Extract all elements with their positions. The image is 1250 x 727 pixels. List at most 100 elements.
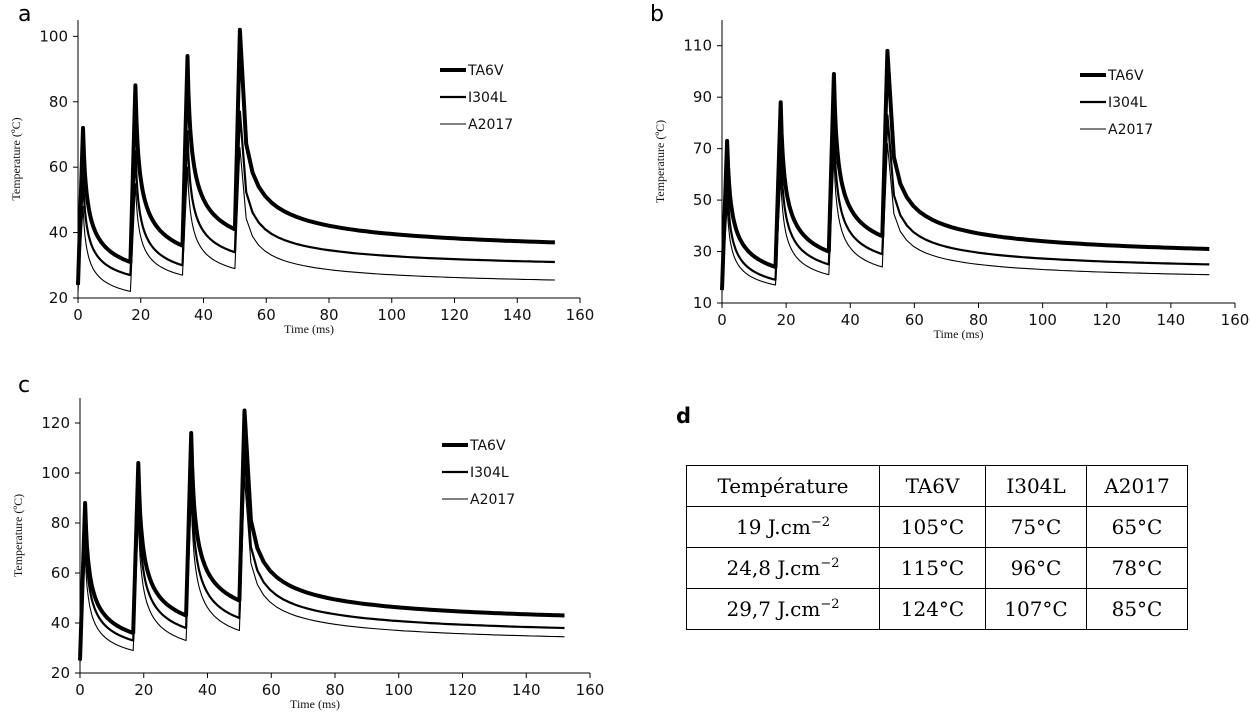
fluence-cell: 19 J.cm−2 bbox=[686, 506, 880, 548]
chart-a-svg: 0 20 40 60 80 100 120 140 160 20 40 60 80 100 Time (ms… bbox=[9, 20, 595, 336]
x-tick-label: 120 bbox=[448, 681, 477, 699]
y-tick-label: 90 bbox=[693, 88, 712, 106]
y-tick-label: 20 bbox=[51, 664, 70, 682]
table-cell: 85°C bbox=[1086, 588, 1188, 630]
chart-c-svg: 0 20 40 60 80 100 120 140 160 20 40 60 80 100 120 Time … bbox=[11, 398, 605, 711]
y-tick-label: 60 bbox=[51, 564, 70, 582]
series-line-a2017 bbox=[721, 142, 1210, 293]
x-tick-label: 40 bbox=[841, 311, 860, 329]
legend-label: I304L bbox=[1108, 95, 1147, 111]
x-tick-label: 60 bbox=[262, 681, 281, 699]
x-tick-label: 40 bbox=[198, 681, 217, 699]
panel-label-b: b bbox=[650, 2, 664, 27]
y-tick-label: 120 bbox=[41, 414, 70, 432]
x-axis-label: Time (ms) bbox=[934, 327, 984, 341]
fluence-exponent: −2 bbox=[810, 515, 830, 530]
x-tick-label: 140 bbox=[1157, 311, 1186, 329]
x-tick-label: 140 bbox=[512, 681, 541, 699]
fluence-value: 19 J.cm bbox=[736, 515, 811, 539]
series-line-i304l bbox=[720, 114, 1210, 291]
fluence-exponent: −2 bbox=[820, 597, 840, 612]
chart-panel-c: c 0 20 40 60 80 100 120 140 160 20 40 60 80 100 120 Tim… bbox=[0, 365, 620, 727]
table-row: 24,8 J.cm−2 115°C 96°C 78°C bbox=[686, 547, 1188, 589]
legend-label: TA6V bbox=[469, 438, 506, 454]
fluence-exponent: −2 bbox=[820, 556, 840, 571]
x-tick-label: 160 bbox=[576, 681, 605, 699]
table-cell: 115°C bbox=[879, 547, 986, 589]
table-row: 29,7 J.cm−2 124°C 107°C 85°C bbox=[686, 588, 1188, 630]
x-tick-label: 160 bbox=[1221, 311, 1250, 329]
legend-label: A2017 bbox=[1108, 122, 1153, 138]
legend-label: I304L bbox=[468, 90, 507, 106]
table-cell: 124°C bbox=[879, 588, 986, 630]
series-line-i304l bbox=[76, 110, 555, 285]
table-header-cell: A2017 bbox=[1086, 465, 1188, 507]
table-header-cell: I304L bbox=[985, 465, 1087, 507]
legend-label: TA6V bbox=[1107, 68, 1144, 84]
legend-label: TA6V bbox=[467, 63, 504, 79]
table-header-cell: TA6V bbox=[879, 465, 986, 507]
x-tick-label: 160 bbox=[566, 306, 595, 324]
legend-label: I304L bbox=[470, 465, 509, 481]
y-tick-label: 50 bbox=[693, 191, 712, 209]
x-tick-label: 20 bbox=[131, 306, 150, 324]
x-tick-label: 80 bbox=[969, 311, 988, 329]
panel-label-c: c bbox=[18, 373, 31, 398]
table-header-row: Température TA6V I304L A2017 bbox=[686, 465, 1188, 507]
x-axis-label: Time (ms) bbox=[284, 322, 334, 336]
chart-panel-b: b 0 20 40 60 80 100 120 140 160 10 30 50 70 90 110 Time… bbox=[640, 0, 1250, 360]
table-row: 19 J.cm−2 105°C 75°C 65°C bbox=[686, 506, 1188, 548]
legend-label: A2017 bbox=[468, 117, 513, 133]
table-cell: 78°C bbox=[1086, 547, 1188, 589]
y-tick-label: 110 bbox=[683, 37, 712, 55]
y-tick-label: 80 bbox=[49, 93, 68, 111]
y-tick-label: 100 bbox=[41, 464, 70, 482]
x-tick-label: 80 bbox=[319, 306, 338, 324]
table-cell: 75°C bbox=[985, 506, 1087, 548]
series-line-ta6v bbox=[720, 48, 1210, 291]
y-tick-label: 40 bbox=[51, 614, 70, 632]
fluence-value: 24,8 J.cm bbox=[726, 556, 821, 580]
y-axis-label: Temperature (ºC) bbox=[653, 120, 667, 203]
x-tick-label: 0 bbox=[717, 311, 727, 329]
chart-panel-a: a 0 20 40 60 80 100 120 140 160 20 40 60 80 100 Time (… bbox=[0, 0, 620, 360]
x-tick-label: 40 bbox=[194, 306, 213, 324]
x-tick-label: 60 bbox=[905, 311, 924, 329]
x-tick-label: 0 bbox=[73, 306, 83, 324]
legend-label: A2017 bbox=[470, 492, 515, 508]
chart-b-svg: 0 20 40 60 80 100 120 140 160 10 30 50 70 90 110 Time (… bbox=[653, 20, 1250, 341]
table-cell: 107°C bbox=[985, 588, 1087, 630]
y-tick-label: 20 bbox=[49, 289, 68, 307]
table-cell: 65°C bbox=[1086, 506, 1188, 548]
panel-label-d: d bbox=[676, 404, 692, 428]
y-tick-label: 80 bbox=[51, 514, 70, 532]
x-tick-label: 20 bbox=[134, 681, 153, 699]
x-tick-label: 120 bbox=[440, 306, 469, 324]
x-tick-label: 20 bbox=[777, 311, 796, 329]
series-line-a2017 bbox=[79, 477, 565, 664]
temperature-table: Température TA6V I304L A2017 19 J.cm−2 1… bbox=[686, 465, 1188, 630]
table-cell: 105°C bbox=[879, 506, 986, 548]
x-tick-label: 140 bbox=[503, 306, 532, 324]
fluence-cell: 29,7 J.cm−2 bbox=[686, 588, 880, 630]
table-header-cell: Température bbox=[686, 465, 880, 507]
y-tick-label: 70 bbox=[693, 140, 712, 158]
fluence-value: 29,7 J.cm bbox=[726, 597, 821, 621]
x-tick-label: 100 bbox=[384, 681, 413, 699]
x-tick-label: 60 bbox=[257, 306, 276, 324]
y-tick-label: 100 bbox=[39, 27, 68, 45]
x-tick-label: 0 bbox=[75, 681, 85, 699]
y-axis-label: Temperature (ºC) bbox=[9, 117, 23, 200]
x-tick-label: 80 bbox=[325, 681, 344, 699]
series-line-a2017 bbox=[77, 147, 555, 293]
panel-label-a: a bbox=[18, 2, 32, 27]
y-tick-label: 40 bbox=[49, 224, 68, 242]
series-line-i304l bbox=[78, 451, 565, 661]
table-cell: 96°C bbox=[985, 547, 1087, 589]
y-tick-label: 10 bbox=[693, 294, 712, 312]
x-tick-label: 120 bbox=[1092, 311, 1121, 329]
y-tick-label: 30 bbox=[693, 243, 712, 261]
x-tick-label: 100 bbox=[1028, 311, 1057, 329]
y-tick-label: 60 bbox=[49, 158, 68, 176]
x-axis-label: Time (ms) bbox=[290, 697, 340, 711]
